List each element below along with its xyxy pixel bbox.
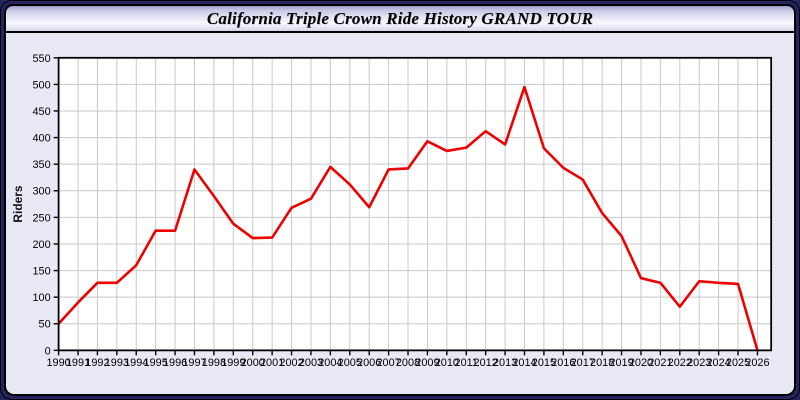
svg-text:2004: 2004 [318, 357, 342, 369]
svg-text:2001: 2001 [260, 357, 284, 369]
svg-text:150: 150 [32, 266, 50, 278]
svg-text:250: 250 [32, 212, 50, 224]
svg-text:2020: 2020 [629, 357, 653, 369]
y-axis-title: Riders [11, 185, 25, 222]
svg-text:2024: 2024 [706, 357, 730, 369]
svg-text:2018: 2018 [590, 357, 614, 369]
x-axis-tick-labels: 1990199119921993199419951996199719981999… [46, 357, 769, 369]
svg-text:2019: 2019 [609, 357, 633, 369]
svg-text:2026: 2026 [745, 357, 769, 369]
svg-text:2016: 2016 [551, 357, 575, 369]
svg-text:2000: 2000 [241, 357, 265, 369]
svg-text:500: 500 [32, 79, 50, 91]
svg-text:1993: 1993 [105, 357, 129, 369]
svg-text:450: 450 [32, 106, 50, 118]
chart-panel: 0 50 100 150 200 250 300 350 400 450 500 550 1990 199… [4, 33, 796, 396]
svg-text:2011: 2011 [455, 357, 478, 369]
svg-text:2013: 2013 [493, 357, 517, 369]
svg-text:1992: 1992 [85, 357, 109, 369]
svg-text:2025: 2025 [726, 357, 750, 369]
svg-text:2008: 2008 [396, 357, 420, 369]
title-bar: California Triple Crown Ride History GRA… [4, 4, 796, 33]
plot-frame [57, 56, 773, 352]
svg-text:1995: 1995 [144, 357, 168, 369]
chart-title: California Triple Crown Ride History GRA… [206, 8, 594, 28]
svg-text:1997: 1997 [182, 357, 206, 369]
svg-text:2003: 2003 [299, 357, 323, 369]
svg-text:300: 300 [32, 186, 50, 198]
svg-text:0: 0 [45, 345, 51, 357]
riders-data-line [57, 85, 759, 352]
svg-text:2012: 2012 [474, 357, 498, 369]
svg-text:400: 400 [32, 133, 50, 145]
svg-text:2017: 2017 [571, 357, 595, 369]
svg-text:2006: 2006 [357, 357, 381, 369]
svg-text:1991: 1991 [66, 357, 90, 369]
svg-text:1998: 1998 [202, 357, 226, 369]
svg-text:2022: 2022 [668, 357, 692, 369]
svg-text:2010: 2010 [435, 357, 459, 369]
svg-text:2023: 2023 [687, 357, 711, 369]
plot-background [58, 57, 772, 351]
svg-text:550: 550 [32, 53, 50, 65]
svg-text:350: 350 [32, 159, 50, 171]
svg-text:2009: 2009 [415, 357, 439, 369]
riders-line-chart: 0501001502002503003504004505005501990199… [11, 53, 773, 369]
svg-text:100: 100 [32, 292, 50, 304]
svg-text:50: 50 [39, 319, 51, 331]
svg-text:2021: 2021 [648, 357, 672, 369]
grid [58, 57, 772, 351]
svg-text:2007: 2007 [376, 357, 400, 369]
svg-text:1990: 1990 [46, 357, 70, 369]
y-axis-tick-labels: 0 50 100 150 200 250 300 350 400 450 500 550 [32, 53, 50, 358]
svg-text:2015: 2015 [532, 357, 556, 369]
svg-text:1999: 1999 [221, 357, 245, 369]
svg-text:1996: 1996 [163, 357, 187, 369]
svg-text:200: 200 [32, 239, 50, 251]
svg-text:2014: 2014 [512, 357, 536, 369]
svg-text:1994: 1994 [124, 357, 148, 369]
svg-text:2002: 2002 [279, 357, 303, 369]
svg-text:2005: 2005 [338, 357, 362, 369]
